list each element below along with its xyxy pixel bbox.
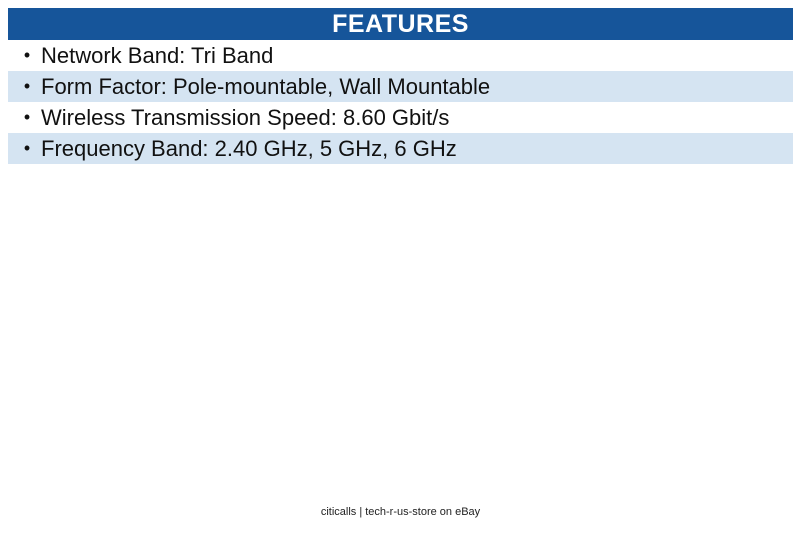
- feature-text: Wireless Transmission Speed: 8.60 Gbit/s: [41, 104, 450, 130]
- bullet-icon: •: [23, 138, 31, 158]
- feature-text: Form Factor: Pole-mountable, Wall Mounta…: [41, 73, 491, 99]
- feature-item: • Frequency Band: 2.40 GHz, 5 GHz, 6 GHz: [8, 133, 793, 164]
- feature-item: • Wireless Transmission Speed: 8.60 Gbit…: [8, 102, 793, 133]
- features-title: FEATURES: [332, 9, 469, 38]
- features-header-bar: FEATURES: [8, 8, 793, 40]
- bullet-icon: •: [23, 107, 31, 127]
- footer-credit: citicalls | tech-r-us-store on eBay: [320, 506, 481, 518]
- features-list: • Network Band: Tri Band • Form Factor: …: [8, 40, 793, 164]
- feature-text: Network Band: Tri Band: [41, 42, 274, 68]
- feature-text: Frequency Band: 2.40 GHz, 5 GHz, 6 GHz: [41, 135, 457, 161]
- bullet-icon: •: [23, 45, 31, 65]
- feature-item: • Form Factor: Pole-mountable, Wall Moun…: [8, 71, 793, 102]
- feature-item: • Network Band: Tri Band: [8, 40, 793, 71]
- bullet-icon: •: [23, 76, 31, 96]
